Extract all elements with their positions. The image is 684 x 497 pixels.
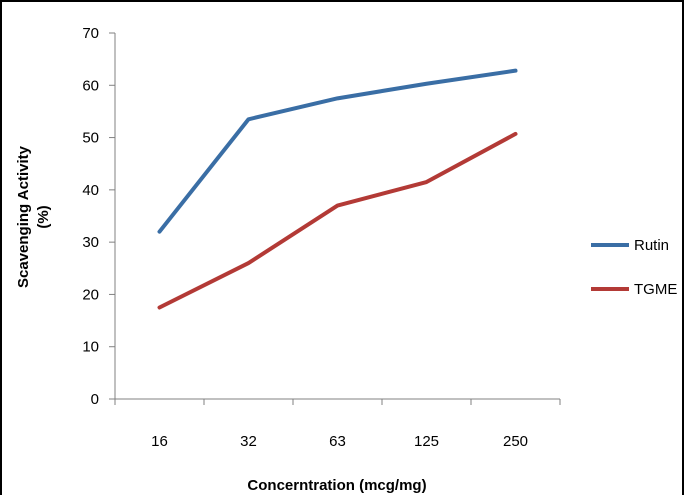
legend-label-rutin: Rutin [634,237,669,254]
data-point-rutin [248,118,249,120]
data-point-tgme [426,181,427,183]
y-axis-title: Scavenging Activity (%) [15,145,52,288]
y-tick-label: 40 [82,182,99,199]
data-point-rutin [337,97,338,99]
x-tick-label: 63 [329,433,346,450]
legend: Rutin TGME [591,237,677,298]
data-point-rutin [159,231,160,233]
x-axis-ticks: 16 32 63 125 250 [114,399,561,450]
legend-label-tgme: TGME [634,281,677,298]
data-point-tgme [515,133,516,135]
y-tick-label: 20 [82,286,99,303]
series-line-tgme [157,131,518,310]
data-point-tgme [248,262,249,264]
data-point-tgme [337,205,338,207]
data-point-rutin [426,83,427,85]
series-lines [157,68,518,310]
data-point-rutin [515,70,516,72]
x-tick-label: 250 [503,433,528,450]
x-tick-label: 125 [414,433,439,450]
y-axis-ticks: 0 10 20 30 40 50 60 70 [82,25,115,408]
y-tick-label: 70 [82,25,99,42]
y-tick-label: 0 [91,391,99,408]
data-point-tgme [159,307,160,308]
y-tick-label: 60 [82,77,99,94]
x-axis-title: Concerntration (mcg/mg) [247,477,426,494]
x-tick-label: 16 [151,433,168,450]
y-axis-title-line2: (%) [35,205,52,228]
y-tick-label: 10 [82,339,99,356]
x-tick-label: 32 [240,433,257,450]
y-axis-title-line1: Scavenging Activity [15,145,32,288]
y-tick-label: 30 [82,234,99,251]
y-tick-label: 50 [82,130,99,147]
